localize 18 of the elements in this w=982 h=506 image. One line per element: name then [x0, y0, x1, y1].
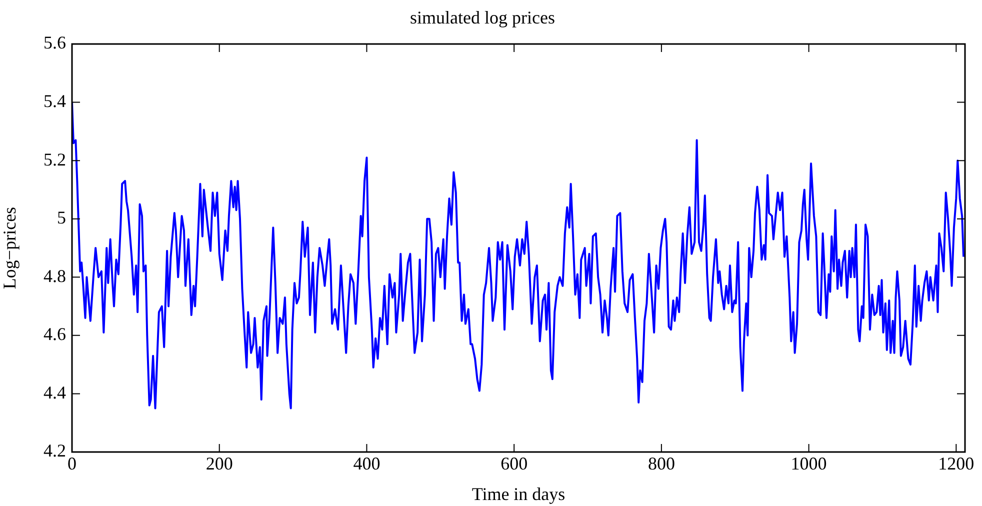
x-tick-label: 600 [500, 454, 528, 474]
y-tick-label: 4.6 [44, 324, 66, 344]
x-axis-title: Time in days [472, 484, 566, 504]
x-tick-label: 1000 [790, 454, 827, 474]
y-tick-label: 5 [57, 208, 66, 228]
x-tick-label: 200 [206, 454, 233, 474]
chart-title: simulated log prices [410, 8, 555, 28]
y-tick-label: 5.4 [44, 91, 66, 112]
y-tick-label: 4.8 [44, 266, 66, 286]
x-tick-label: 1200 [938, 454, 974, 474]
x-tick-label: 0 [68, 454, 76, 474]
x-tick-label: 400 [353, 454, 380, 474]
y-tick-label: 4.2 [44, 440, 66, 461]
x-tick-label: 800 [648, 454, 675, 474]
y-tick-label: 5.6 [44, 32, 66, 53]
y-tick-label: 5.2 [44, 149, 66, 170]
y-axis-title: Log−prices [0, 206, 20, 290]
y-tick-label: 4.4 [44, 382, 66, 402]
